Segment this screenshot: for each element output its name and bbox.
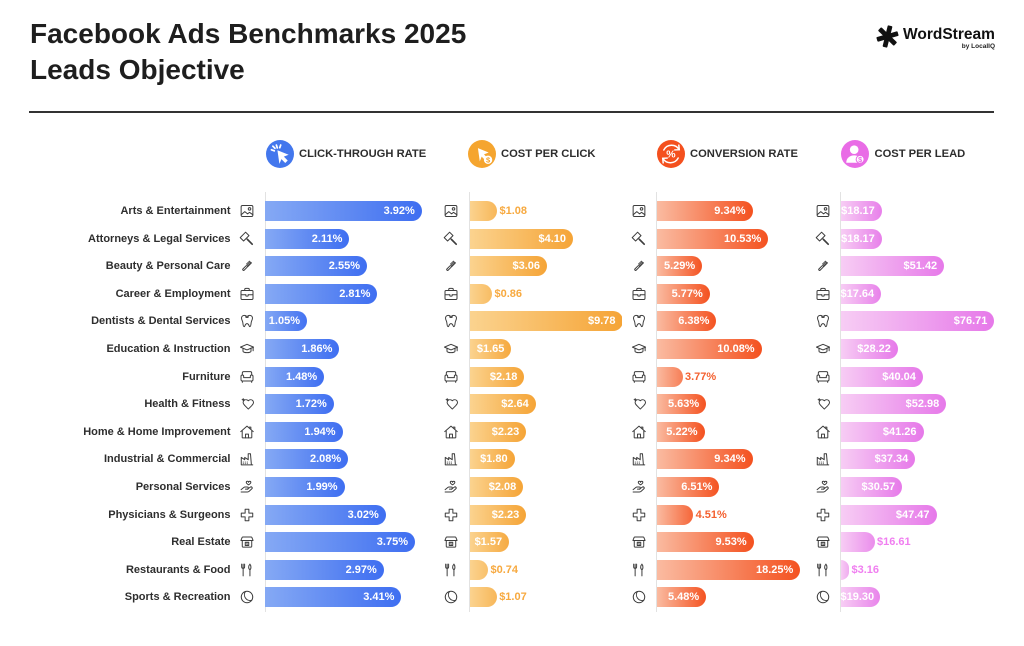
svg-text:$: $ <box>858 155 862 164</box>
svg-text:%: % <box>666 148 676 160</box>
svg-text:$: $ <box>485 155 490 164</box>
